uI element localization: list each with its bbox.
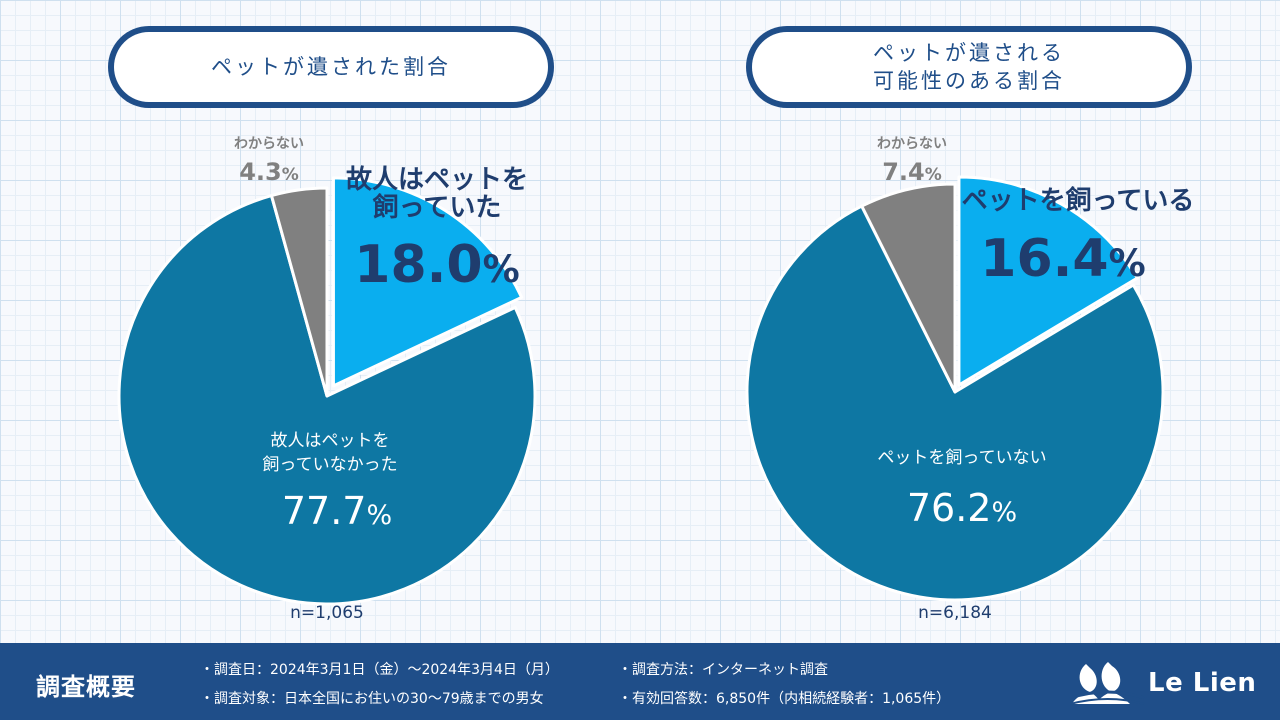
chart2-slice-2-value: 76.2%	[907, 486, 1017, 530]
chart2-slice-1-value: 16.4%	[980, 229, 1145, 289]
chart2-slice-1-label: ペットを飼っている	[962, 185, 1195, 216]
survey-footer: 調査概要 ・調査日：2024年3月1日（金）～2024年3月4日（月） ・調査対…	[0, 643, 1280, 720]
chart2-slice-2	[745, 204, 1165, 602]
survey-date: ・調査日：2024年3月1日（金）～2024年3月4日（月）	[200, 662, 559, 678]
chart1-sample-size: n=1,065	[290, 603, 364, 623]
survey-responses: ・有効回答数：6,850件（内相続経験者：1,065件）	[618, 691, 951, 707]
chart1-title-banner: ペットが遺された割合	[108, 26, 554, 108]
chart2-title-line1: ペットが遺される	[873, 41, 1065, 65]
chart2-slice-2-label: ペットを飼っていない	[877, 448, 1046, 468]
survey-target: ・調査対象：日本全国にお住いの30～79歳までの男女	[200, 691, 544, 707]
le-lien-logo-icon	[1069, 662, 1145, 705]
chart2-title-banner: ペットが遺される 可能性のある割合	[746, 26, 1192, 108]
chart2-slice-3	[860, 182, 957, 394]
chart1-slice-1	[331, 176, 524, 388]
chart2-sample-size: n=6,184	[918, 603, 992, 623]
survey-summary-title: 調査概要	[36, 673, 136, 701]
chart1-slice-2-label: 飼っていなかった	[262, 455, 397, 475]
chart1-slice-1-value: 18.0%	[354, 235, 519, 295]
chart1-slice-1-label: 飼っていた	[373, 192, 502, 223]
chart2-slice-1	[957, 175, 1139, 387]
chart1-slice-2-label: 故人はペットを	[271, 431, 390, 451]
le-lien-logo: Le Lien	[1068, 658, 1268, 710]
chart1-title: ペットが遺された割合	[114, 32, 548, 102]
pie-charts: 故人はペットを飼っていた18.0%故人はペットを飼っていなかった77.7%わから…	[117, 136, 1195, 623]
brand-name: Le Lien	[1148, 668, 1257, 698]
chart2-pie: ペットを飼っている 16.4% ペットを飼っていない 76.2% わからない 7.4% n=…	[745, 136, 1195, 623]
chart1-pie: 故人はペットを飼っていた18.0%故人はペットを飼っていなかった77.7%わから…	[117, 136, 537, 623]
chart1-slice-3	[269, 186, 329, 398]
chart1-slice-1-label: 故人はペットを	[346, 165, 528, 195]
chart1-slice-2-value: 77.7%	[282, 489, 392, 533]
chart2-slice-3-label: わからない	[877, 136, 947, 152]
chart1-title-text: ペットが遺された割合	[211, 55, 451, 79]
chart2-title: ペットが遺される 可能性のある割合	[752, 32, 1186, 102]
chart1-slice-2	[117, 194, 537, 606]
survey-method: ・調査方法：インターネット調査	[618, 662, 828, 678]
chart2-title-line2: 可能性のある割合	[873, 69, 1065, 93]
chart1-slice-3-value: 4.3%	[239, 158, 299, 186]
chart2-slice-3-value: 7.4%	[882, 158, 942, 186]
chart1-slice-3-label: わからない	[234, 136, 304, 152]
